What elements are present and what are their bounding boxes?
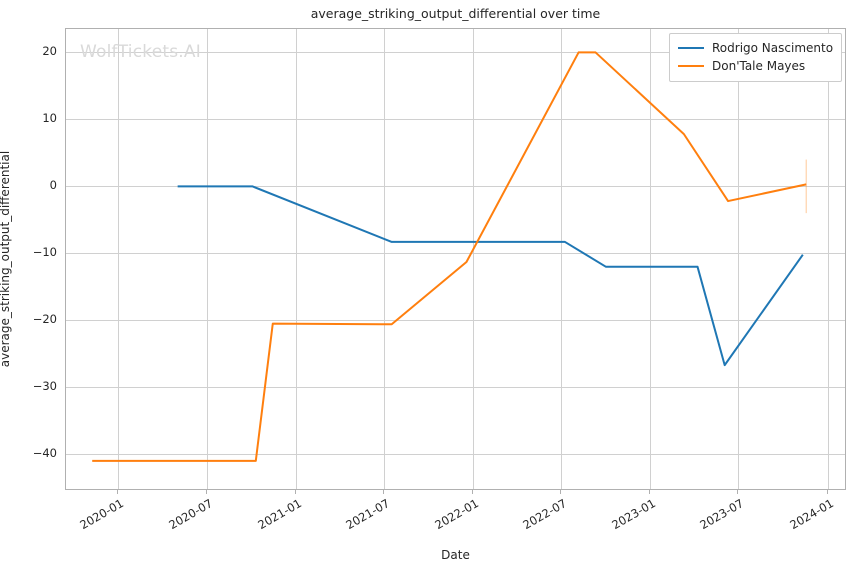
x-tick-label: 2023-01 bbox=[609, 496, 659, 533]
legend-label-series-0: Rodrigo Nascimento bbox=[712, 41, 834, 55]
x-tick-label: 2021-07 bbox=[343, 496, 392, 533]
y-tick-label: 20 bbox=[42, 44, 57, 59]
chart-title: average_striking_output_differential ove… bbox=[310, 6, 601, 21]
x-tick-label: 2024-01 bbox=[786, 496, 836, 533]
x-tick-mark bbox=[737, 490, 739, 494]
gridline-vertical bbox=[561, 29, 563, 489]
y-tick-label: 10 bbox=[42, 111, 57, 126]
legend-item[interactable]: Don'Tale Mayes bbox=[678, 57, 833, 75]
legend-color-swatch-series-1 bbox=[678, 65, 704, 67]
legend-item[interactable]: Rodrigo Nascimento bbox=[678, 39, 833, 57]
gridline-vertical bbox=[206, 29, 208, 489]
gridline-vertical bbox=[118, 29, 120, 489]
legend-label-series-1: Don'Tale Mayes bbox=[712, 59, 806, 73]
x-tick-mark bbox=[205, 490, 207, 494]
series-line-1 bbox=[92, 51, 807, 462]
y-tick-label: −10 bbox=[32, 245, 57, 260]
gridline-vertical bbox=[827, 29, 829, 489]
plot-area: WolfTickets.AI bbox=[65, 28, 846, 490]
gridline-vertical bbox=[473, 29, 475, 489]
y-tick-label: −30 bbox=[32, 379, 57, 394]
y-axis-tick-labels: 20 10 0 −10 −20 −30 −40 bbox=[0, 28, 57, 490]
x-tick-mark bbox=[649, 490, 651, 494]
gridline-vertical bbox=[296, 29, 298, 489]
x-tick-label: 2020-07 bbox=[166, 496, 215, 533]
gridline-horizontal bbox=[66, 186, 845, 188]
x-axis-tick-labels: 2020-01 2020-07 2021-01 2021-07 2022-01 2022-… bbox=[65, 490, 846, 550]
y-tick-label: 0 bbox=[49, 178, 57, 193]
x-tick-mark bbox=[472, 490, 474, 494]
x-tick-mark bbox=[117, 490, 119, 494]
legend-color-swatch-series-0 bbox=[678, 47, 704, 49]
y-axis-label: average_striking_output_differential bbox=[0, 150, 12, 368]
gridline-vertical bbox=[383, 29, 385, 489]
gridline-vertical bbox=[738, 29, 740, 489]
gridline-horizontal bbox=[66, 52, 845, 54]
series-line-0 bbox=[177, 185, 804, 367]
y-tick-label: −20 bbox=[32, 312, 57, 327]
x-tick-label: 2022-01 bbox=[432, 496, 482, 533]
x-tick-label: 2023-07 bbox=[697, 496, 747, 533]
gridline-vertical bbox=[650, 29, 652, 489]
x-tick-label: 2020-01 bbox=[77, 496, 127, 533]
x-tick-label: 2021-01 bbox=[255, 496, 305, 533]
gridline-horizontal bbox=[66, 320, 845, 322]
gridline-horizontal bbox=[66, 454, 845, 456]
x-tick-label: 2022-07 bbox=[520, 496, 570, 533]
x-tick-mark bbox=[382, 490, 384, 494]
y-tick-label: −40 bbox=[32, 446, 57, 461]
x-axis-label: Date bbox=[441, 548, 470, 562]
x-tick-mark bbox=[560, 490, 562, 494]
x-tick-mark bbox=[826, 490, 828, 494]
gridline-horizontal bbox=[66, 253, 845, 255]
gridline-horizontal bbox=[66, 387, 845, 389]
gridline-horizontal bbox=[66, 119, 845, 121]
chart-legend: Rodrigo Nascimento Don'Tale Mayes bbox=[669, 33, 843, 82]
series-lines bbox=[92, 51, 807, 462]
x-tick-mark bbox=[295, 490, 297, 494]
